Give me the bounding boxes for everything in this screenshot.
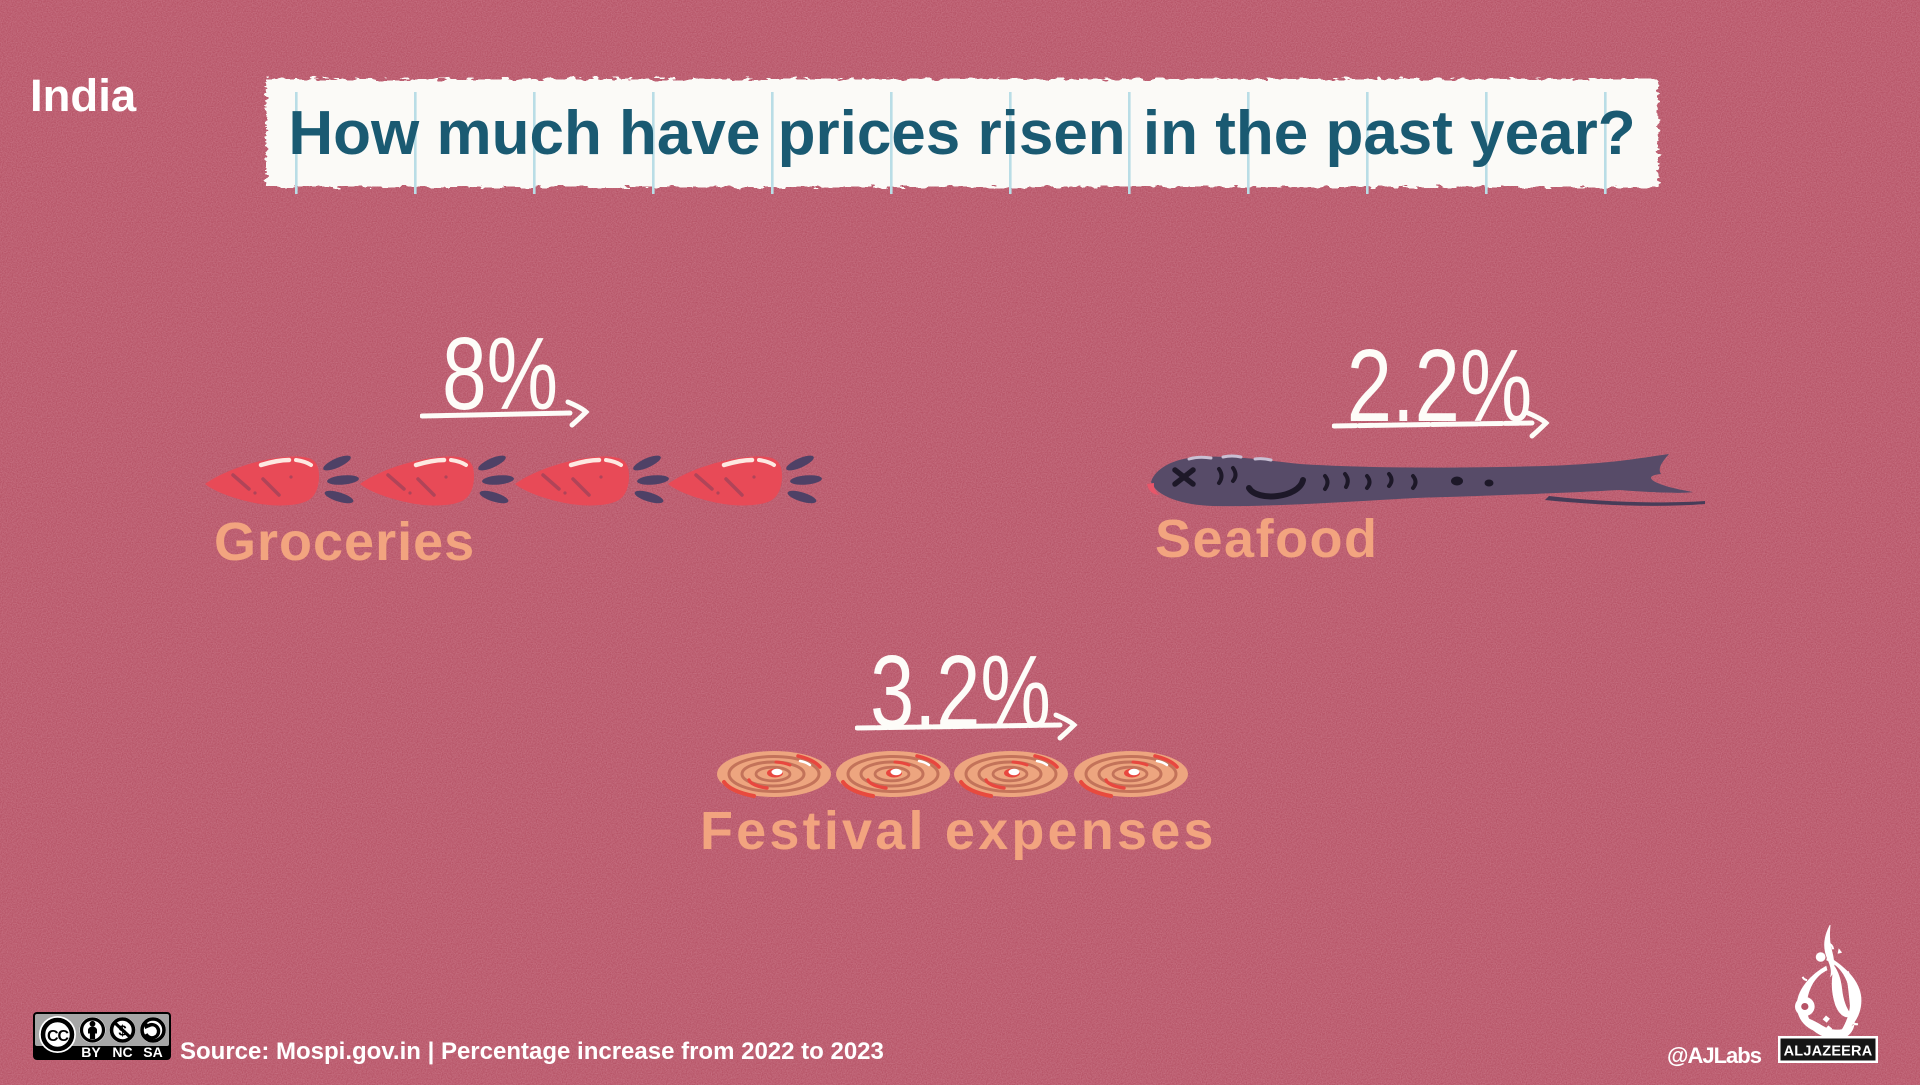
- svg-text:CC: CC: [47, 1028, 70, 1045]
- svg-text:SA: SA: [143, 1044, 162, 1060]
- svg-text:BY: BY: [81, 1044, 101, 1060]
- svg-text:NC: NC: [112, 1044, 132, 1060]
- svg-text:ALJAZEERA: ALJAZEERA: [1784, 1044, 1873, 1060]
